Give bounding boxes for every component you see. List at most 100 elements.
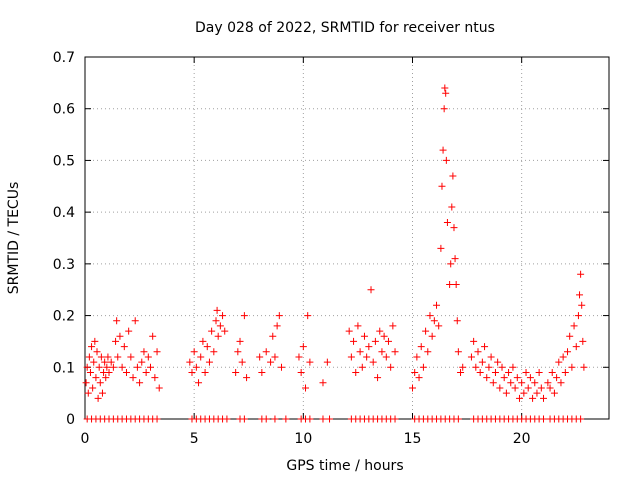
data-point — [350, 337, 358, 345]
data-point — [120, 343, 128, 351]
data-point — [347, 353, 355, 361]
data-point — [378, 348, 386, 356]
data-point — [304, 312, 312, 320]
data-point — [485, 363, 493, 371]
data-points — [82, 84, 588, 423]
data-point — [382, 353, 390, 361]
data-point — [98, 389, 106, 397]
data-point — [103, 363, 111, 371]
data-point — [450, 224, 458, 232]
data-point — [205, 358, 213, 366]
baseline-point — [326, 415, 334, 423]
data-point — [548, 368, 556, 376]
data-point — [443, 218, 451, 226]
data-point — [151, 374, 159, 382]
data-point — [369, 358, 377, 366]
data-point — [102, 374, 110, 382]
baseline-point — [240, 415, 248, 423]
data-point — [109, 363, 117, 371]
y-tick-label: 0.4 — [53, 205, 75, 221]
data-point — [553, 374, 561, 382]
data-point — [96, 379, 104, 387]
data-point — [275, 312, 283, 320]
data-point — [522, 368, 530, 376]
data-point — [454, 348, 462, 356]
data-point — [374, 374, 382, 382]
data-point — [533, 389, 541, 397]
data-point — [82, 379, 90, 387]
y-tick-label: 0.5 — [53, 153, 75, 169]
data-point — [195, 379, 203, 387]
baseline-point — [319, 415, 327, 423]
data-point — [88, 343, 96, 351]
data-point — [572, 343, 580, 351]
data-point — [238, 358, 246, 366]
data-point — [302, 384, 310, 392]
data-point — [568, 363, 576, 371]
data-point — [112, 337, 120, 345]
data-point — [422, 327, 430, 335]
data-point — [574, 312, 582, 320]
data-point — [531, 379, 539, 387]
data-point — [256, 353, 264, 361]
data-point — [389, 322, 397, 330]
data-point — [470, 337, 478, 345]
data-point — [540, 394, 547, 402]
y-tick-label: 0.3 — [53, 257, 75, 273]
data-point — [358, 363, 366, 371]
data-point — [127, 353, 135, 361]
data-point — [376, 327, 384, 335]
x-tick-label: 0 — [81, 431, 90, 447]
data-point — [424, 348, 432, 356]
data-point — [234, 348, 242, 356]
data-point — [306, 358, 314, 366]
baseline-point — [223, 415, 231, 423]
data-point — [419, 363, 427, 371]
data-point — [138, 358, 146, 366]
data-point — [208, 327, 216, 335]
baseline-point — [306, 415, 314, 423]
baseline-point — [271, 415, 279, 423]
data-point — [118, 363, 126, 371]
data-point — [360, 332, 368, 340]
data-point — [216, 322, 224, 330]
data-point — [203, 343, 211, 351]
x-tick-label: 5 — [190, 431, 199, 447]
baseline-point — [540, 415, 547, 423]
data-point — [409, 384, 416, 392]
data-point — [515, 394, 523, 402]
baseline-point — [153, 415, 161, 423]
y-tick-label: 0.6 — [53, 102, 75, 118]
data-point — [566, 332, 574, 340]
data-point — [518, 379, 526, 387]
data-point — [210, 348, 218, 356]
data-point — [243, 374, 251, 382]
data-point — [93, 348, 101, 356]
data-point — [428, 332, 436, 340]
y-axis-label: SRMTID / TECUs — [6, 182, 22, 295]
data-point — [579, 337, 587, 345]
data-point — [83, 363, 91, 371]
data-point — [449, 172, 457, 180]
data-point — [489, 379, 497, 387]
data-point — [144, 353, 152, 361]
grid — [85, 57, 609, 419]
data-point — [580, 363, 588, 371]
data-point — [438, 182, 446, 190]
data-point — [487, 353, 495, 361]
data-point — [299, 343, 307, 351]
data-point — [498, 363, 506, 371]
x-tick-label: 10 — [294, 431, 312, 447]
y-tick-label: 0 — [66, 412, 75, 428]
data-point — [459, 363, 467, 371]
data-point — [142, 368, 150, 376]
data-point — [232, 368, 240, 376]
data-point — [391, 348, 399, 356]
data-point — [441, 84, 449, 92]
data-point — [201, 368, 209, 376]
data-point — [500, 374, 508, 382]
data-point — [367, 286, 375, 294]
data-point — [570, 322, 578, 330]
